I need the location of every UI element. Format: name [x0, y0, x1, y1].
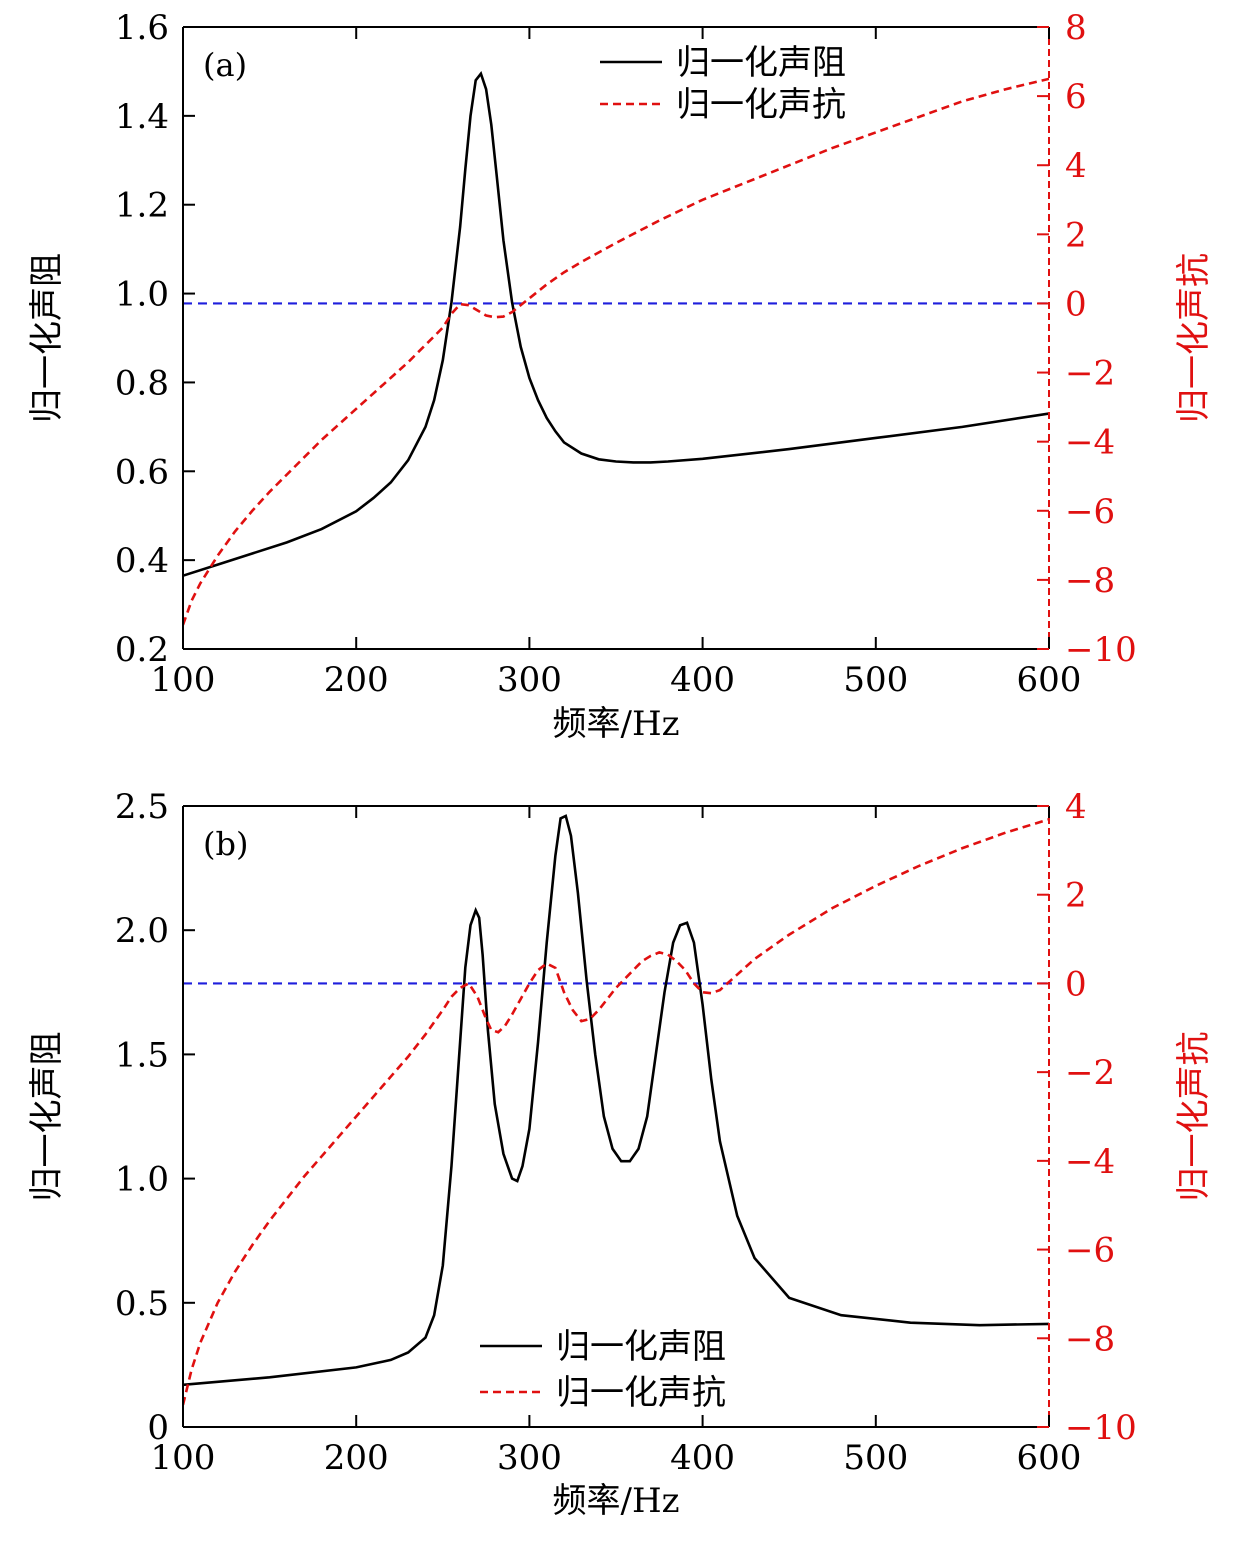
- y-right-tick-label: 0: [1065, 964, 1087, 1004]
- panel-b: 100 200 300 400 500 600 0 0.5 1.0 1.5 2.0 2.5 −10 −8 −…: [27, 787, 1214, 1521]
- y-right-tick-label: −2: [1065, 1053, 1115, 1093]
- y-left-tick-label: 1.4: [115, 97, 169, 137]
- legend-label: 归一化声阻: [556, 1327, 726, 1367]
- y-left-tick-label: 1.5: [115, 1035, 169, 1075]
- y-left-axis-title: 归一化声阻: [27, 253, 67, 423]
- y-right-tick-label: −2: [1065, 354, 1115, 394]
- y-left-tick-label: 0.4: [115, 541, 169, 581]
- panel-a: 100 200 300 400 500 600 0.2 0.4 0.6 0.8 1.0 1.2 1.4 1…: [27, 8, 1214, 744]
- x-tick-label: 600: [1017, 1438, 1082, 1478]
- y-right-tick-label: −4: [1065, 423, 1115, 463]
- y-right-axis-title: 归一化声抗: [1174, 1032, 1214, 1202]
- y-left-tick-label: 1.0: [115, 275, 169, 315]
- x-tick-label: 100: [151, 1438, 216, 1478]
- y-left-axis-title: 归一化声阻: [27, 1032, 67, 1202]
- x-tick-label: 500: [843, 1438, 908, 1478]
- y-left-tick-label: 0.5: [115, 1284, 169, 1324]
- series-line-reactance: [183, 818, 1049, 1406]
- y-right-tick-label: 2: [1065, 215, 1087, 255]
- y-right-tick-label: −10: [1065, 630, 1137, 670]
- x-tick-label: 100: [151, 660, 216, 700]
- x-tick-label: 200: [324, 1438, 389, 1478]
- y-right-tick-label: 4: [1065, 146, 1087, 186]
- x-tick-label: 200: [324, 660, 389, 700]
- y-right-tick-label: −6: [1065, 1231, 1115, 1271]
- y-right-tick-label: −4: [1065, 1142, 1115, 1182]
- y-right-tick-label: 8: [1065, 8, 1087, 48]
- x-tick-label: 600: [1017, 660, 1082, 700]
- legend-label: 归一化声阻: [676, 43, 846, 83]
- y-left-tick-label: 1.6: [115, 8, 169, 48]
- x-tick-label: 300: [497, 1438, 562, 1478]
- x-axis-title: 频率/Hz: [552, 704, 679, 744]
- y-right-axis-title: 归一化声抗: [1174, 253, 1214, 423]
- y-right-tick-label: 2: [1065, 876, 1087, 916]
- panel-label: (a): [203, 46, 247, 84]
- y-left-tick-label: 0.6: [115, 452, 169, 492]
- x-tick-label: 400: [670, 660, 735, 700]
- y-left-tick-label: 1.2: [115, 186, 169, 226]
- y-left-tick-label: 0.8: [115, 363, 169, 403]
- y-left-tick-label: 2.5: [115, 787, 169, 827]
- x-tick-label: 500: [843, 660, 908, 700]
- series-line-reactance: [183, 77, 1049, 626]
- x-tick-label: 300: [497, 660, 562, 700]
- y-right-tick-label: −8: [1065, 1319, 1115, 1359]
- series-line-resistance: [183, 70, 1049, 577]
- y-right-tick-label: 0: [1065, 284, 1087, 324]
- y-left-tick-label: 1.0: [115, 1160, 169, 1200]
- y-left-tick-label: 0.2: [115, 630, 169, 670]
- y-right-tick-label: −6: [1065, 492, 1115, 532]
- panel-label: (b): [203, 825, 248, 863]
- y-right-tick-label: −10: [1065, 1408, 1137, 1448]
- x-tick-label: 400: [670, 1438, 735, 1478]
- legend-label: 归一化声抗: [556, 1373, 726, 1413]
- series-line-resistance: [183, 814, 1049, 1387]
- y-left-tick-label: 0: [147, 1408, 169, 1448]
- y-left-tick-label: 2.0: [115, 911, 169, 951]
- y-right-tick-label: 6: [1065, 77, 1087, 117]
- y-right-tick-label: −8: [1065, 561, 1115, 601]
- y-right-tick-label: 4: [1065, 787, 1087, 827]
- legend-label: 归一化声抗: [676, 85, 846, 125]
- x-axis-title: 频率/Hz: [552, 1481, 679, 1521]
